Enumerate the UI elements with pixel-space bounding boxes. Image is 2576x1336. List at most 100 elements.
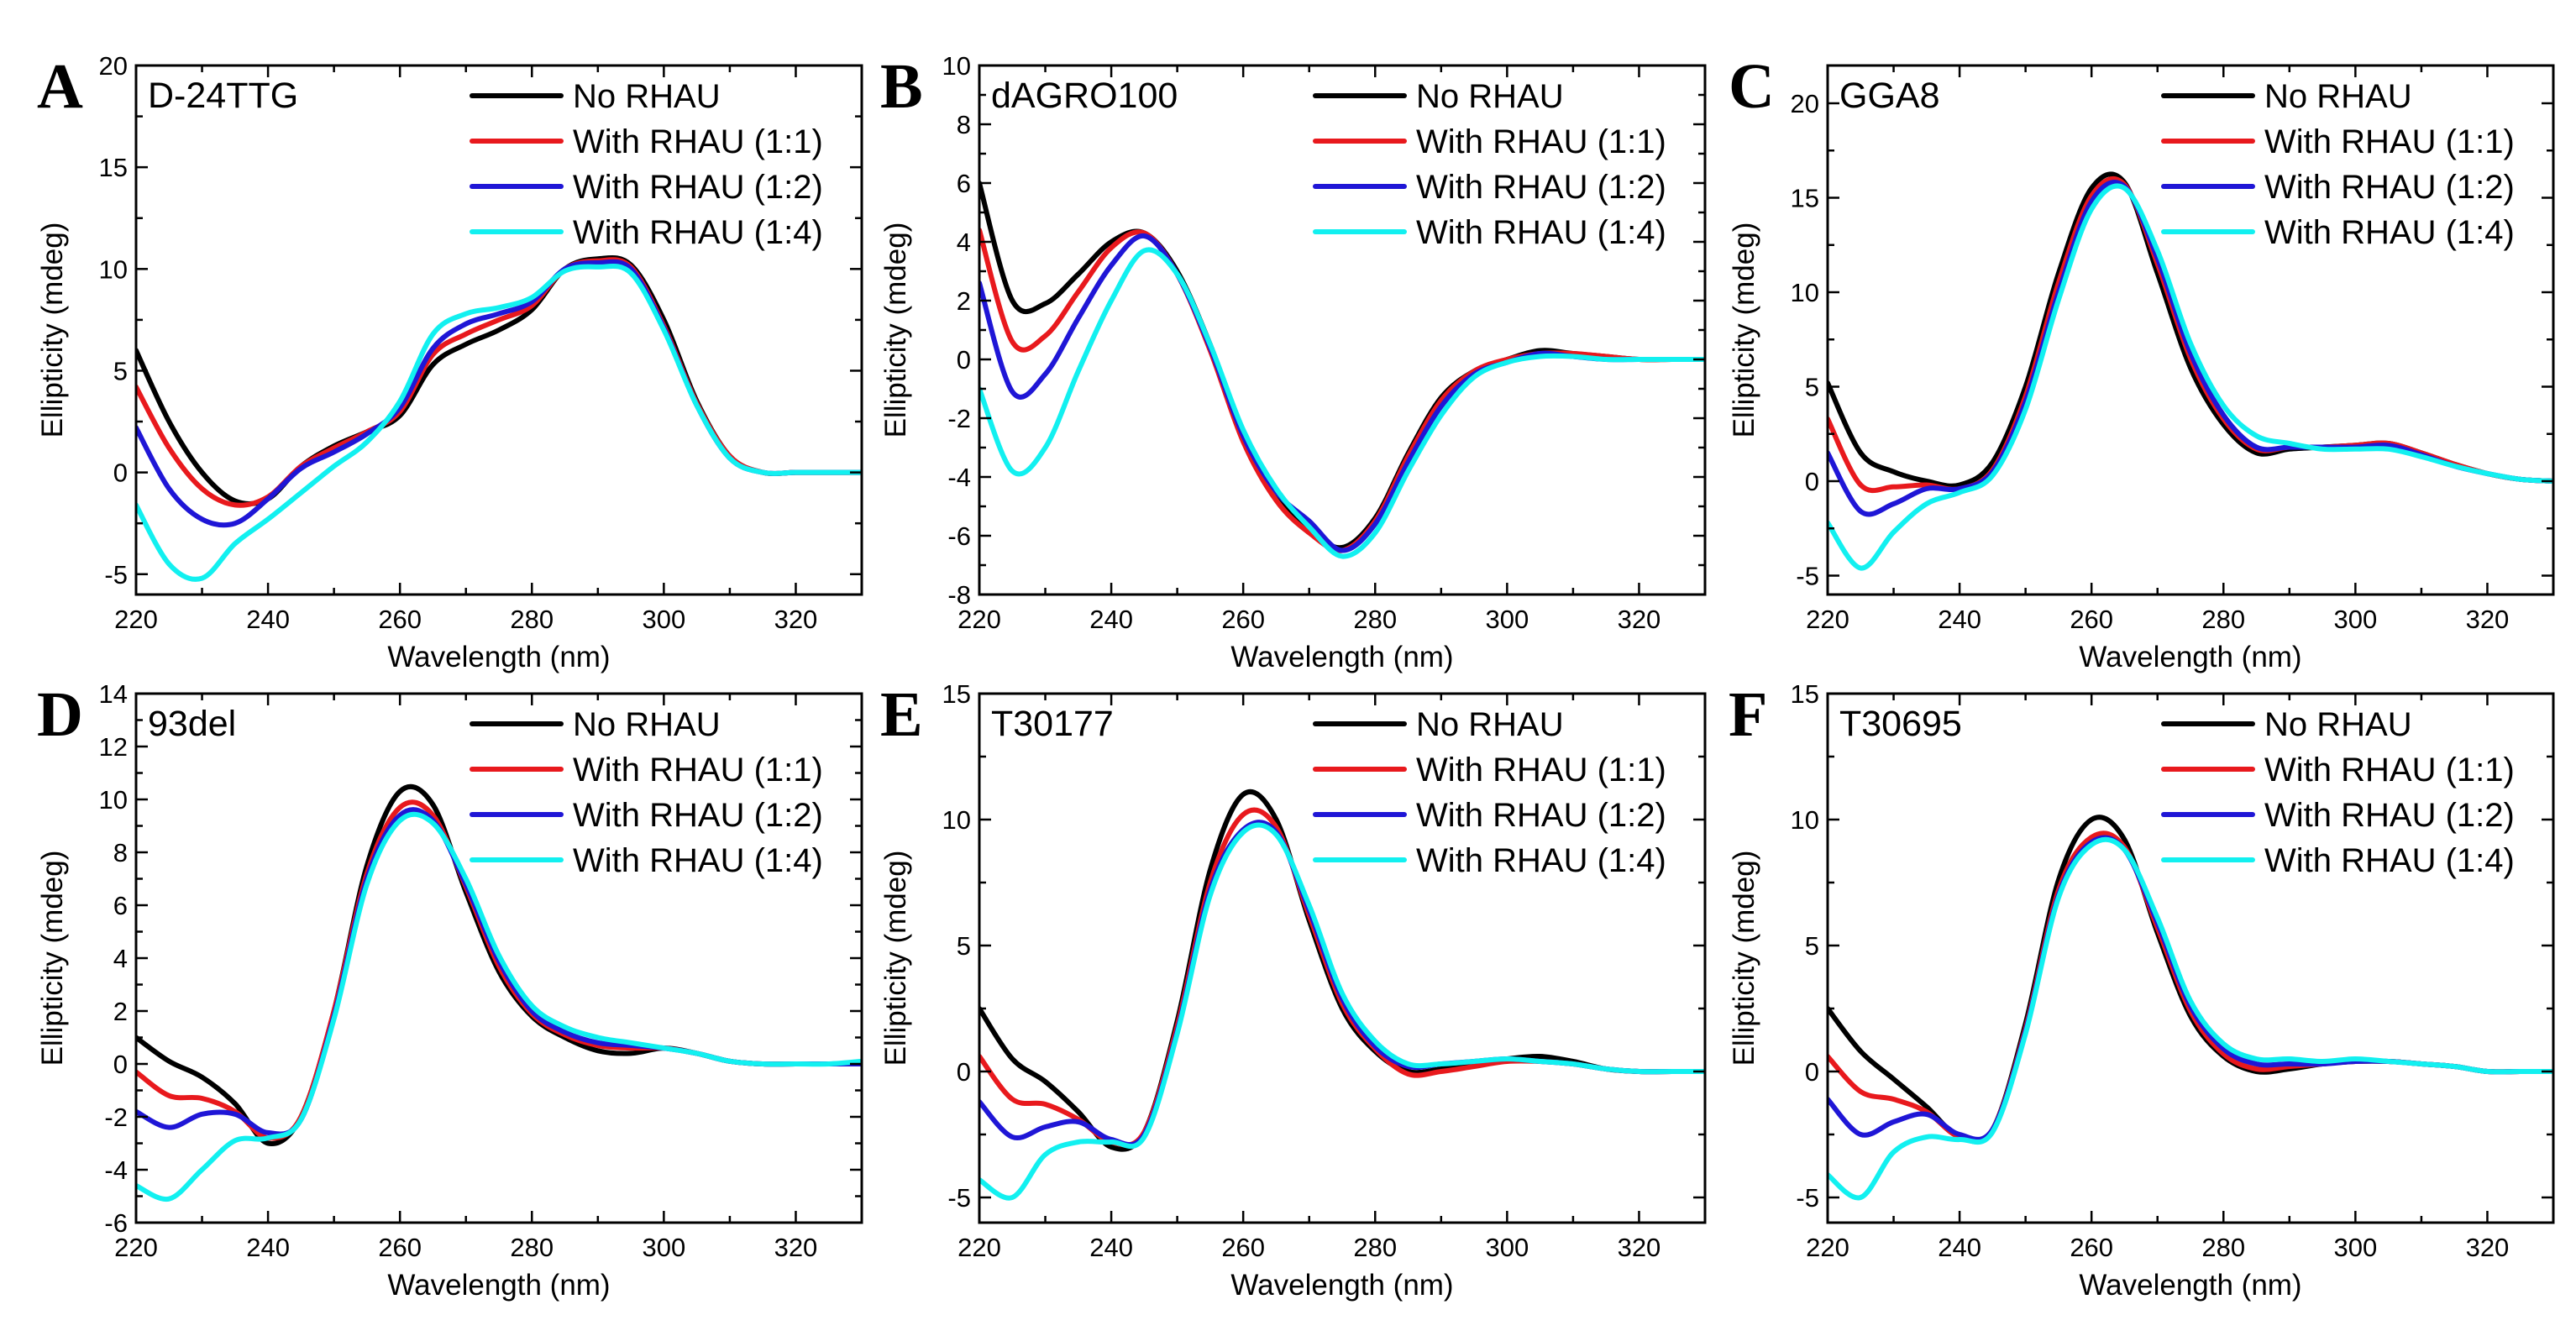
y-tick-label: -5	[1796, 562, 1819, 591]
x-axis-label: Wavelength (nm)	[387, 1269, 610, 1302]
series-line-rhau-1-2	[136, 259, 862, 528]
panel-a: 220 240 260 280 300 320 -5 0 5 10 15 20 Wavelength (…	[36, 51, 863, 673]
x-tick-label: 260	[378, 1233, 422, 1262]
x-tick-label: 260	[2070, 1233, 2113, 1262]
legend-label: With RHAU (1:2)	[2264, 797, 2515, 834]
y-tick-label: 4	[957, 228, 971, 257]
y-tick-label: 10	[99, 785, 128, 815]
x-tick-label: 220	[1806, 605, 1849, 634]
y-tick-label: -5	[1796, 1183, 1819, 1213]
y-tick-label: 0	[113, 1050, 128, 1079]
series-line-rhau-1-2	[1828, 835, 2553, 1142]
legend-label: No RHAU	[573, 78, 721, 115]
y-tick-label: 14	[99, 679, 128, 709]
y-tick-label: 10	[1791, 805, 1819, 835]
x-tick-label: 280	[1353, 1233, 1397, 1262]
x-tick-label: 300	[642, 1233, 685, 1262]
x-axis-label: Wavelength (nm)	[1230, 641, 1453, 673]
legend-label: With RHAU (1:1)	[2264, 752, 2515, 789]
x-tick-label: 240	[246, 605, 290, 634]
legend-label: With RHAU (1:4)	[2264, 842, 2515, 879]
y-tick-label: 0	[957, 345, 971, 375]
y-axis-label: Ellipticity (mdeg)	[1728, 223, 1760, 438]
panel-letter: A	[37, 51, 83, 122]
y-tick-label: 6	[113, 891, 128, 920]
series-line-no-rhau	[136, 254, 862, 506]
y-tick-label: 10	[1791, 278, 1819, 307]
x-tick-label: 220	[957, 1233, 1001, 1262]
x-tick-label: 300	[1485, 1233, 1529, 1262]
panel-f: 220 240 260 280 300 320 -5 0 5 10 15 Wavelength (nm…	[1728, 679, 2555, 1302]
legend-label: No RHAU	[2264, 78, 2412, 115]
y-tick-label: 6	[957, 169, 971, 198]
panel-title: dAGRO100	[991, 76, 1178, 116]
y-tick-label: 5	[113, 356, 128, 385]
x-tick-label: 260	[1221, 605, 1265, 634]
x-tick-label: 240	[1089, 605, 1133, 634]
x-axis-label: Wavelength (nm)	[2079, 641, 2301, 673]
series-line-rhau-1-4	[979, 247, 1705, 559]
y-tick-label: 4	[113, 944, 128, 973]
series-line-rhau-1-1	[1828, 830, 2553, 1144]
legend-label: With RHAU (1:4)	[573, 214, 823, 251]
plot-frame	[1826, 692, 2555, 1224]
plot-frame	[134, 64, 863, 596]
legend-label: With RHAU (1:2)	[573, 797, 823, 834]
x-tick-label: 260	[1221, 1233, 1265, 1262]
x-tick-label: 300	[642, 605, 685, 634]
x-tick-label: 300	[2333, 605, 2377, 634]
panel-title: 93del	[148, 704, 236, 744]
legend-label: With RHAU (1:1)	[1416, 123, 1666, 160]
legend-label: With RHAU (1:1)	[2264, 123, 2515, 160]
series-line-rhau-1-4	[979, 822, 1705, 1201]
x-tick-label: 240	[1938, 605, 1981, 634]
panel-title: GGA8	[1839, 76, 1940, 116]
legend-label: No RHAU	[1416, 706, 1564, 743]
x-tick-label: 320	[1618, 605, 1661, 634]
x-tick-label: 300	[2333, 1233, 2377, 1262]
x-tick-label: 320	[774, 1233, 818, 1262]
panel-letter: F	[1729, 679, 1767, 750]
legend-label: With RHAU (1:2)	[2264, 169, 2515, 206]
series-line-rhau-1-4	[1828, 183, 2553, 571]
series-line-rhau-1-4	[136, 811, 862, 1202]
y-tick-label: 2	[957, 286, 971, 316]
y-tick-label: -4	[104, 1155, 128, 1185]
legend-label: With RHAU (1:2)	[573, 169, 823, 206]
panel-letter: B	[880, 51, 923, 122]
y-tick-label: 15	[1791, 679, 1819, 709]
x-tick-label: 320	[2466, 605, 2510, 634]
x-tick-label: 280	[1353, 605, 1397, 634]
y-axis-label: Ellipticity (mdeg)	[36, 223, 69, 438]
x-tick-label: 280	[2201, 1233, 2245, 1262]
y-tick-label: 0	[1805, 1057, 1819, 1087]
plot-frame	[978, 692, 1707, 1224]
y-tick-label: -4	[947, 463, 971, 492]
y-axis-label: Ellipticity (mdeg)	[879, 223, 912, 438]
legend-label: With RHAU (1:2)	[1416, 169, 1666, 206]
y-tick-label: 20	[99, 51, 128, 81]
panel-letter: E	[880, 679, 923, 750]
panel-title: T30177	[991, 704, 1114, 744]
y-tick-label: -2	[104, 1103, 128, 1132]
y-tick-label: -6	[947, 521, 971, 551]
y-tick-label: 0	[113, 458, 128, 488]
y-tick-label: -5	[104, 560, 128, 589]
panel-title: D-24TTG	[148, 76, 298, 116]
x-tick-label: 280	[510, 605, 553, 634]
y-axis-label: Ellipticity (mdeg)	[36, 851, 69, 1066]
y-tick-label: 15	[99, 153, 128, 182]
y-tick-label: 8	[113, 838, 128, 867]
y-tick-label: 10	[942, 51, 971, 81]
y-tick-label: 5	[1805, 373, 1819, 402]
x-tick-label: 240	[1089, 1233, 1133, 1262]
y-tick-label: 12	[99, 732, 128, 762]
legend-label: With RHAU (1:2)	[1416, 797, 1666, 834]
y-tick-label: 0	[957, 1057, 971, 1087]
x-tick-label: 280	[510, 1233, 553, 1262]
series-line-rhau-1-4	[1828, 836, 2553, 1201]
legend-label: With RHAU (1:1)	[573, 752, 823, 789]
plot-frame	[1826, 64, 2555, 596]
x-tick-label: 240	[1938, 1233, 1981, 1262]
